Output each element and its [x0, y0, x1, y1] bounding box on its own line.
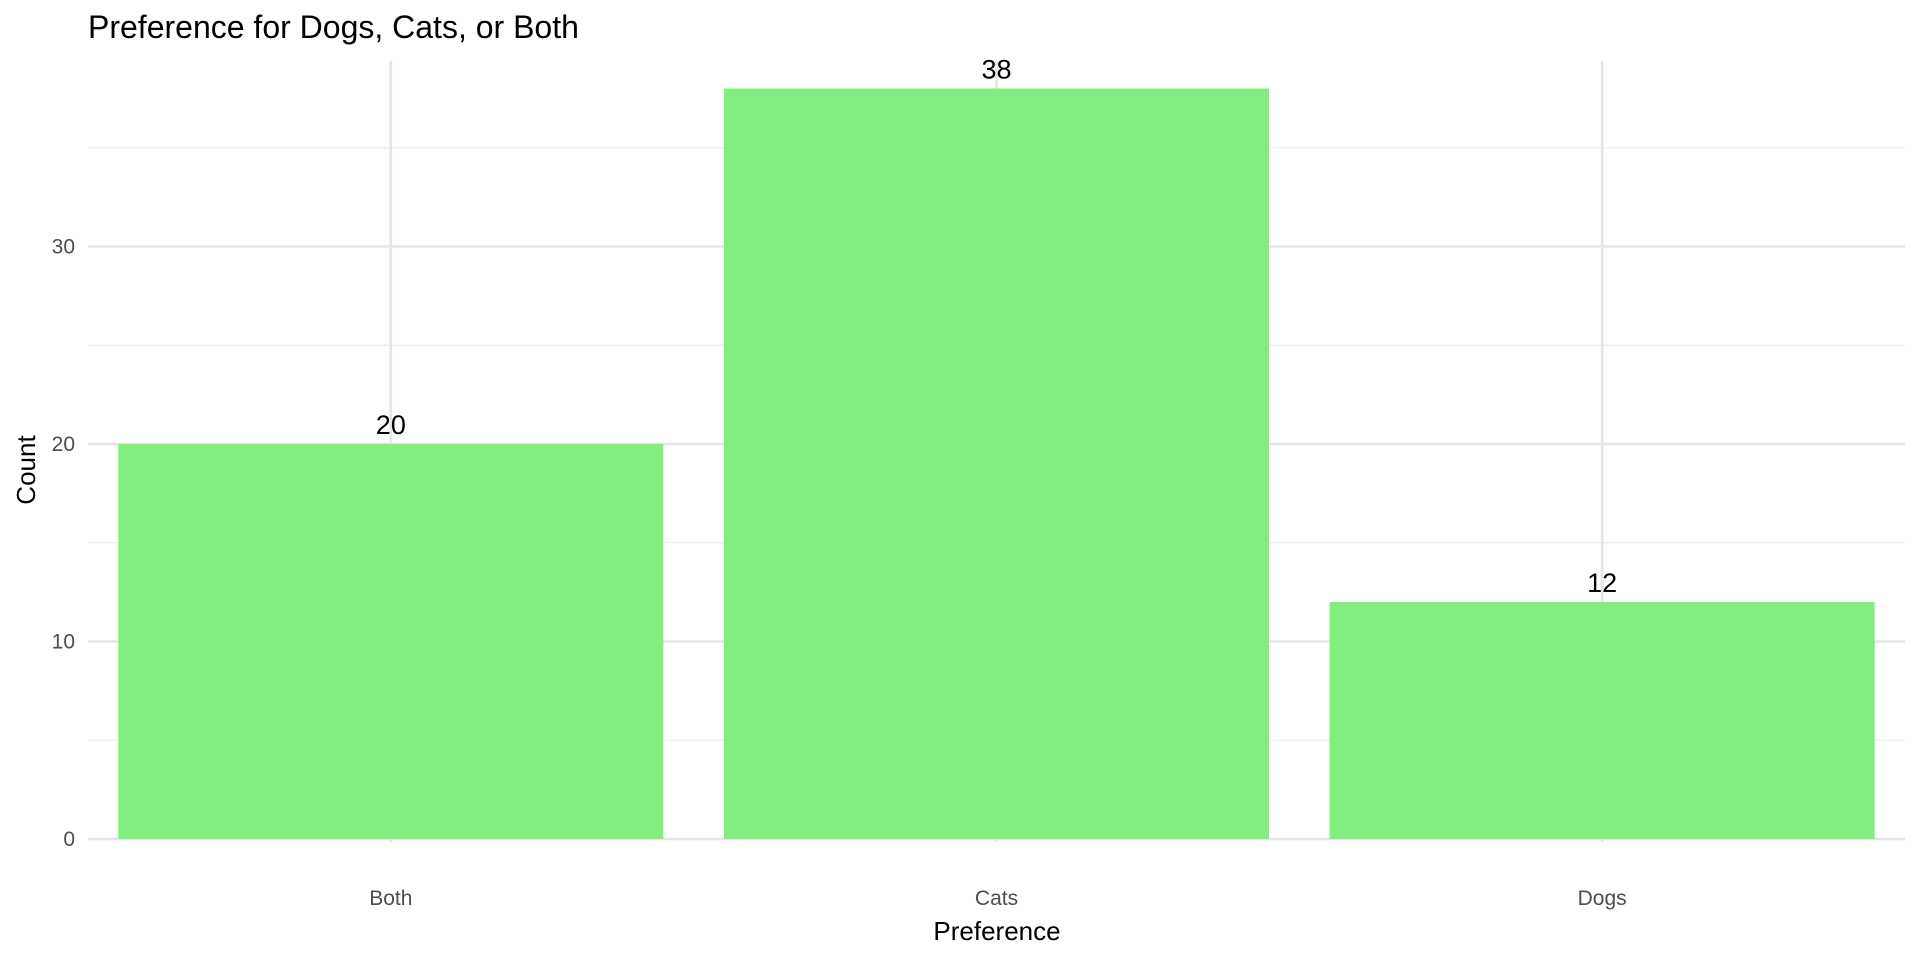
data-labels: 20 38 12 [376, 55, 1617, 599]
chart-title: Preference for Dogs, Cats, or Both [88, 9, 579, 45]
data-label: 20 [376, 410, 406, 440]
x-tick-label: Cats [975, 887, 1018, 910]
data-label: 12 [1587, 568, 1617, 598]
data-label: 38 [981, 55, 1011, 85]
bar-cats [723, 88, 1270, 839]
x-axis-tick-labels: Both Cats Dogs [369, 887, 1626, 910]
y-tick-label: 30 [52, 236, 75, 259]
bar-dogs [1329, 602, 1875, 839]
y-axis-tick-labels: 0 10 20 30 [52, 236, 75, 852]
y-tick-label: 10 [52, 631, 75, 654]
bar-both [118, 444, 664, 839]
y-tick-label: 20 [52, 433, 75, 456]
x-tick-label: Both [369, 887, 412, 910]
y-axis-title: Count [11, 435, 41, 505]
x-axis-title: Preference [933, 916, 1060, 946]
x-tick-label: Dogs [1578, 887, 1627, 910]
bars [118, 88, 1875, 839]
y-tick-label: 0 [63, 828, 75, 851]
